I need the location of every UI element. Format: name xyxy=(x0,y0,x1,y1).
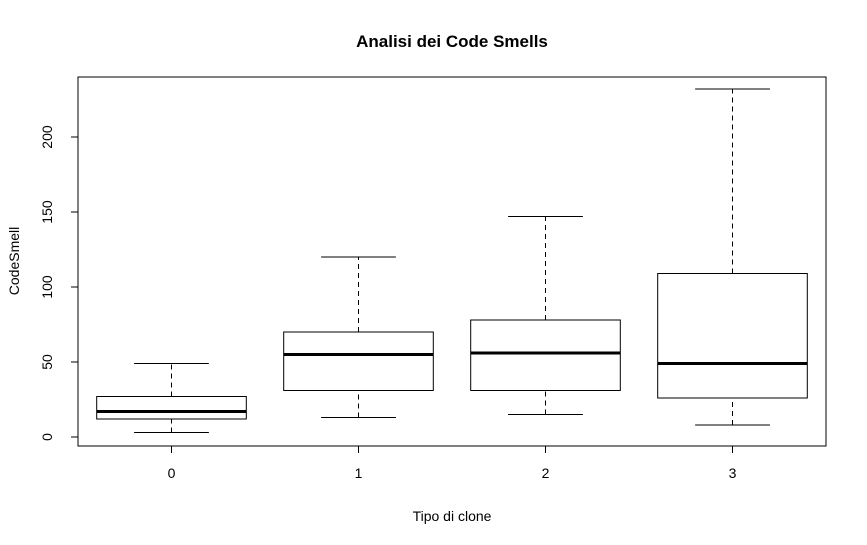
x-tick-label: 1 xyxy=(355,465,363,481)
y-tick-label: 200 xyxy=(39,125,55,149)
x-axis-label: Tipo di clone xyxy=(413,508,492,524)
x-tick-label: 3 xyxy=(729,465,737,481)
boxes-group xyxy=(96,88,808,433)
x-axis: 0 1 2 3 xyxy=(168,445,737,481)
x-tick-label: 2 xyxy=(542,465,550,481)
box-1 xyxy=(283,331,434,391)
x-tick-label: 0 xyxy=(168,465,176,481)
box-2 xyxy=(470,319,621,391)
y-tick-label: 100 xyxy=(39,275,55,299)
y-tick-label: 150 xyxy=(39,200,55,224)
box-3 xyxy=(657,273,808,399)
box-0 xyxy=(96,396,247,420)
chart-title: Analisi dei Code Smells xyxy=(356,32,548,51)
y-tick-label: 50 xyxy=(39,354,55,370)
y-axis-label: CodeSmell xyxy=(6,227,22,295)
y-tick-label: 0 xyxy=(39,433,55,441)
y-axis: 0 50 100 150 200 xyxy=(39,125,79,441)
